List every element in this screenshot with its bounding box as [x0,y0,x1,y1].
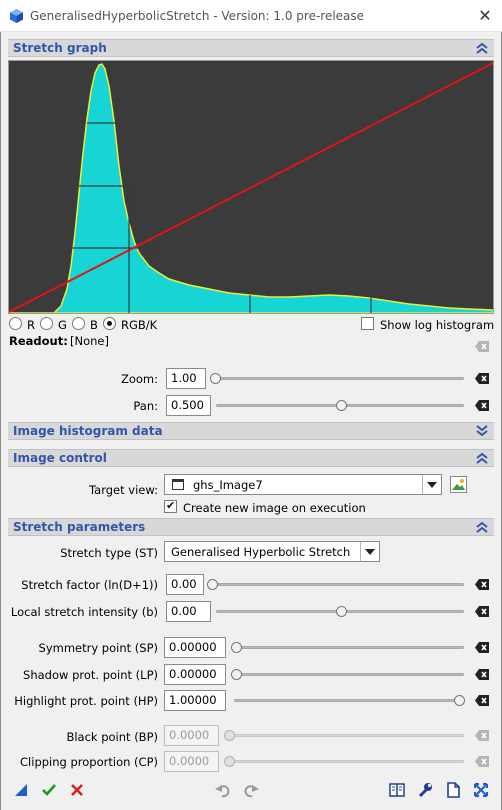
black-point-slider-handle[interactable] [224,730,235,741]
clipping-slider-handle[interactable] [224,756,235,767]
create-new-image-checkbox[interactable] [164,499,177,513]
readout-reset-icon[interactable] [475,341,489,352]
shadow-prot-label: Shadow prot. point (LP) [23,668,158,682]
reset-document-icon[interactable] [444,781,462,799]
section-stretch-parameters[interactable]: Stretch parameters [8,518,494,536]
stretch-factor-label: Stretch factor (ln(D+1)) [21,578,158,592]
histogram-markers [72,122,372,313]
title-bar: GeneralisedHyperbolicStretch - Version: … [0,0,502,32]
stretch-factor-slider-track[interactable] [210,583,464,586]
image-window-icon [172,479,184,490]
highlight-prot-slider-track[interactable] [234,699,464,702]
target-view-value: ghs_Image7 [193,478,263,492]
expand-icon[interactable] [472,781,490,799]
black-point-slider-track[interactable] [228,734,464,737]
black-point-label: Black point (BP) [66,730,158,744]
show-log-histogram-checkbox[interactable] [361,317,374,330]
section-title: Image histogram data [13,424,163,438]
section-title: Stretch parameters [13,520,146,534]
zoom-slider-track[interactable] [216,377,464,380]
readout-label: Readout: [9,334,68,348]
zoom-input[interactable]: 1.00 [166,368,206,389]
clipping-input[interactable]: 0.0000 [164,751,219,772]
shadow-prot-slider-handle[interactable] [231,669,242,680]
symmetry-point-slider-track[interactable] [234,646,464,649]
radio-b[interactable] [72,317,85,330]
redo-icon[interactable] [242,781,260,799]
zoom-reset-icon[interactable] [475,373,489,384]
radio-b-label: B [90,318,98,332]
stretch-graph-canvas[interactable] [8,61,494,314]
shadow-prot-input[interactable]: 0.00000 [164,664,226,685]
new-instance-icon[interactable] [12,781,30,799]
stretch-graph[interactable] [8,60,494,314]
section-title: Stretch graph [13,41,107,55]
stretch-factor-slider-handle[interactable] [207,579,218,590]
execute-check-icon[interactable] [40,781,58,799]
collapse-icon[interactable] [476,520,488,534]
black-point-reset-icon[interactable] [475,730,489,741]
shadow-prot-slider-track[interactable] [234,673,464,676]
show-log-histogram-label: Show log histogram [380,318,495,332]
pan-slider-handle[interactable] [336,400,347,411]
stretch-type-label: Stretch type (ST) [60,546,158,560]
radio-g[interactable] [40,317,53,330]
symmetry-point-label: Symmetry point (SP) [38,641,158,655]
radio-rgbk-label: RGB/K [121,318,158,332]
expand-section-icon[interactable] [476,424,488,438]
pan-reset-icon[interactable] [475,400,489,411]
close-window-button[interactable]: ✕ [478,6,492,25]
radio-r-label: R [27,318,35,332]
local-intensity-reset-icon[interactable] [475,606,489,617]
app-icon [10,9,23,23]
target-view-combo[interactable]: ghs_Image7 [164,474,442,495]
window-title: GeneralisedHyperbolicStretch - Version: … [30,9,365,23]
preferences-wrench-icon[interactable] [416,781,434,799]
stretch-type-combo[interactable]: Generalised Hyperbolic Stretch [164,541,380,562]
clipping-reset-icon[interactable] [475,756,489,767]
new-image-picture-icon[interactable] [450,476,467,493]
highlight-prot-label: Highlight prot. point (HP) [14,694,158,708]
clipping-label: Clipping proportion (CP) [20,755,158,769]
section-stretch-graph[interactable]: Stretch graph [8,39,494,57]
zoom-label: Zoom: [120,372,158,386]
highlight-prot-slider-handle[interactable] [454,695,465,706]
collapse-icon[interactable] [476,451,488,465]
create-new-image-label: Create new image on execution [183,501,366,515]
local-intensity-slider-handle[interactable] [336,606,347,617]
documentation-book-icon[interactable] [388,781,406,799]
radio-r[interactable] [9,317,22,330]
stretch-factor-input[interactable]: 0.00 [166,574,204,595]
highlight-prot-reset-icon[interactable] [475,695,489,706]
section-image-control[interactable]: Image control [8,449,494,467]
local-intensity-input[interactable]: 0.00 [166,601,211,622]
pan-label: Pan: [133,399,158,413]
chevron-down-icon[interactable] [422,475,441,494]
black-point-input[interactable]: 0.0000 [164,725,219,746]
collapse-icon[interactable] [476,41,488,55]
chevron-down-icon[interactable] [360,542,379,561]
cancel-x-icon[interactable] [68,781,86,799]
section-title: Image control [13,451,107,465]
symmetry-point-slider-handle[interactable] [231,642,242,653]
stretch-factor-reset-icon[interactable] [475,579,489,590]
section-image-histogram-data[interactable]: Image histogram data [8,422,494,440]
radio-g-label: G [58,318,67,332]
shadow-prot-reset-icon[interactable] [475,669,489,680]
undo-icon[interactable] [214,781,232,799]
highlight-prot-input[interactable]: 1.00000 [164,690,226,711]
clipping-slider-track[interactable] [228,760,464,763]
target-view-label: Target view: [89,483,158,497]
radio-rgbk[interactable] [103,317,116,330]
readout-value: [None] [70,334,109,348]
stretch-type-value: Generalised Hyperbolic Stretch [171,545,351,559]
local-intensity-label: Local stretch intensity (b) [10,605,158,619]
symmetry-point-input[interactable]: 0.00000 [164,637,226,658]
symmetry-point-reset-icon[interactable] [475,642,489,653]
zoom-slider-handle[interactable] [210,373,221,384]
pan-input[interactable]: 0.500 [166,395,211,416]
stretch-curve [8,62,494,313]
